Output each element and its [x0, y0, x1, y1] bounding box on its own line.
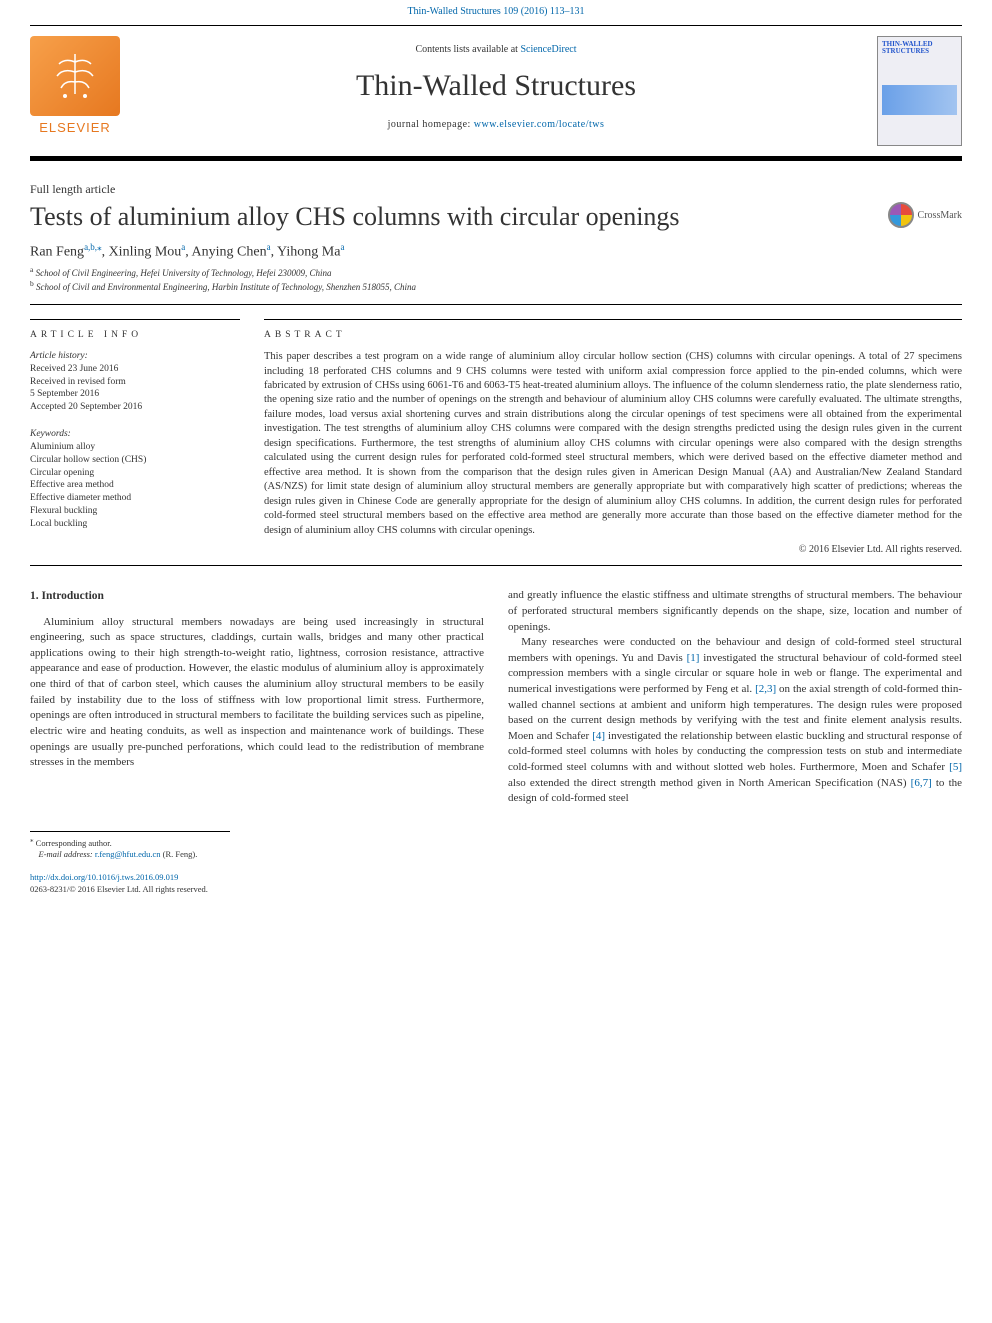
abstract-text: This paper describes a test program on a… [264, 350, 962, 538]
doi-link[interactable]: http://dx.doi.org/10.1016/j.tws.2016.09.… [30, 872, 178, 882]
homepage-line: journal homepage: www.elsevier.com/locat… [30, 119, 962, 130]
crossmark-icon [888, 202, 914, 228]
author-1: Ran Feng [30, 245, 84, 260]
author-3: , Anying Chen [185, 245, 266, 260]
divider-bottom [30, 565, 962, 566]
elsevier-tree-icon [30, 36, 120, 116]
ref-4[interactable]: [4] [592, 730, 605, 742]
issn-copyright: 0263-8231/© 2016 Elsevier Ltd. All right… [30, 884, 208, 894]
article-info-column: article info Article history: Received 2… [30, 319, 240, 555]
body-columns: 1. Introduction Aluminium alloy structur… [30, 588, 962, 894]
keyword: Circular opening [30, 467, 240, 480]
revised-label: Received in revised form [30, 376, 240, 389]
accepted-date: Accepted 20 September 2016 [30, 401, 240, 414]
citation-header: Thin-Walled Structures 109 (2016) 113–13… [0, 0, 992, 21]
intro-paragraph-2: Many researches were conducted on the be… [508, 635, 962, 807]
author-4-affil[interactable]: a [340, 242, 344, 252]
abstract-column: abstract This paper describes a test pro… [264, 319, 962, 555]
keyword: Local buckling [30, 518, 240, 531]
intro-paragraph-1-cont: and greatly influence the elastic stiffn… [508, 588, 962, 635]
intro-paragraph-1: Aluminium alloy structural members nowad… [30, 615, 484, 771]
abstract-copyright: © 2016 Elsevier Ltd. All rights reserved… [264, 544, 962, 555]
email-suffix: (R. Feng). [161, 849, 198, 859]
publisher-logo: ELSEVIER [30, 36, 120, 146]
contents-line: Contents lists available at ScienceDirec… [30, 44, 962, 55]
author-4: , Yihong Ma [271, 245, 341, 260]
homepage-link[interactable]: www.elsevier.com/locate/tws [474, 119, 605, 130]
publisher-name: ELSEVIER [30, 120, 120, 135]
affiliation-b: School of Civil and Environmental Engine… [36, 282, 416, 292]
corresponding-email[interactable]: r.feng@hfut.edu.cn [95, 849, 161, 859]
keyword: Flexural buckling [30, 505, 240, 518]
journal-cover-thumbnail: THIN-WALLED STRUCTURES [877, 36, 962, 146]
cover-title: THIN-WALLED STRUCTURES [882, 41, 957, 55]
ref-6-7[interactable]: [6,7] [911, 777, 932, 789]
authors-line: Ran Fenga,b,⁎, Xinling Moua, Anying Chen… [30, 242, 962, 261]
keyword: Circular hollow section (CHS) [30, 454, 240, 467]
author-2: , Xinling Mou [102, 245, 182, 260]
crossmark-label: CrossMark [918, 210, 962, 221]
revised-date: 5 September 2016 [30, 388, 240, 401]
crossmark-badge[interactable]: CrossMark [888, 202, 962, 228]
affiliations: a School of Civil Engineering, Hefei Uni… [30, 265, 962, 294]
corresponding-author-note: Corresponding author. [36, 838, 112, 848]
section-heading: 1. Introduction [30, 588, 484, 604]
ref-5[interactable]: [5] [949, 761, 962, 773]
keyword: Aluminium alloy [30, 441, 240, 454]
info-heading: article info [30, 330, 240, 340]
history-label: Article history: [30, 350, 240, 363]
received-date: Received 23 June 2016 [30, 363, 240, 376]
article-type: Full length article [30, 182, 962, 197]
email-label: E-mail address: [39, 849, 95, 859]
body-column-right: and greatly influence the elastic stiffn… [508, 588, 962, 894]
affiliation-a: School of Civil Engineering, Hefei Unive… [36, 268, 332, 278]
article-title: Tests of aluminium alloy CHS columns wit… [30, 201, 962, 232]
masthead: ELSEVIER Contents lists available at Sci… [30, 25, 962, 160]
ref-1[interactable]: [1] [687, 652, 700, 664]
body-column-left: 1. Introduction Aluminium alloy structur… [30, 588, 484, 894]
keyword: Effective area method [30, 479, 240, 492]
journal-name: Thin-Walled Structures [30, 69, 962, 103]
author-1-affil[interactable]: a,b, [84, 242, 97, 252]
sciencedirect-link[interactable]: ScienceDirect [520, 44, 576, 55]
cover-image-icon [882, 85, 957, 115]
ref-2-3[interactable]: [2,3] [755, 683, 776, 695]
divider-top [30, 304, 962, 305]
citation-link[interactable]: Thin-Walled Structures 109 (2016) 113–13… [407, 6, 584, 17]
doi-block: http://dx.doi.org/10.1016/j.tws.2016.09.… [30, 871, 484, 895]
footnotes-block: ⁎ Corresponding author. E-mail address: … [30, 831, 230, 861]
keyword: Effective diameter method [30, 492, 240, 505]
keywords-label: Keywords: [30, 428, 240, 441]
abstract-heading: abstract [264, 330, 962, 340]
